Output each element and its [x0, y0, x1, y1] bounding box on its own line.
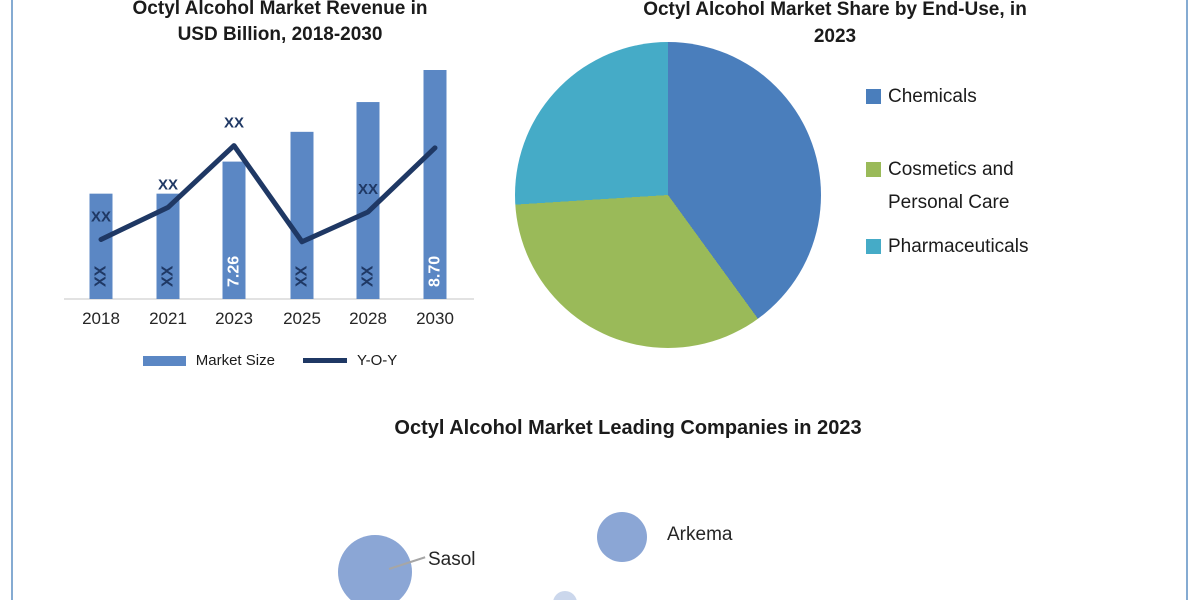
bar-2030 [423, 70, 447, 299]
frame-left-border [11, 0, 13, 600]
share-chart-title-line1: Octyl Alcohol Market Share by End-Use, i… [643, 0, 1027, 20]
revenue-chart-title: Octyl Alcohol Market Revenue in USD Bill… [70, 0, 490, 48]
bar-2021 [156, 193, 180, 299]
companies-section-title: Octyl Alcohol Market Leading Companies i… [394, 417, 862, 439]
legend-swatch-chemicals [866, 89, 881, 104]
bar-value-label-2030: 8.70 [427, 256, 444, 287]
bar-2028 [356, 102, 380, 299]
bar-2018 [89, 193, 113, 299]
legend-swatch-pharmaceuticals [866, 239, 881, 254]
revenue-chart-legend: Market Size Y-O-Y [60, 352, 480, 369]
share-chart-title: Octyl Alcohol Market Share by End-Use, i… [515, 0, 1155, 50]
yoy-legend-label: Y-O-Y [356, 352, 398, 369]
bar-value-label-2023: 7.26 [226, 256, 243, 287]
yoy-point-label-2023: XX [224, 115, 244, 132]
share-chart-title-line2: 2023 [813, 26, 857, 47]
legend-label-cosmetics-and-personal-care: Cosmetics and Personal Care [888, 159, 1014, 213]
yoy-point-label-2018: XX [91, 208, 111, 225]
bubble-arkema [597, 512, 647, 562]
legend-label-pharmaceuticals: Pharmaceuticals [888, 236, 1029, 257]
x-axis-label-2030: 2030 [416, 309, 454, 328]
yoy-line [98, 143, 438, 245]
x-axis-label-2025: 2025 [283, 309, 321, 328]
bar-value-label-2025: XX [294, 265, 311, 287]
legend-item-cosmetics-and-personal-care: Cosmetics and Personal Care [866, 153, 1068, 219]
yoy-point-label-2021: XX [158, 176, 178, 193]
x-axis-label-2028: 2028 [349, 309, 387, 328]
bar-value-label-2018: XX [93, 265, 110, 287]
yoy-line-swatch [302, 358, 347, 363]
x-axis-label-2021: 2021 [149, 309, 187, 328]
revenue-chart-panel: Octyl Alcohol Market Revenue in USD Bill… [60, 0, 480, 400]
bubble-sasol [338, 535, 412, 600]
x-axis-label-2023: 2023 [215, 309, 253, 328]
revenue-chart-x-axis: 2018 2021 2023 2025 2028 2030 [60, 309, 480, 333]
bubble-partial [553, 591, 577, 600]
bar-value-label-2028: XX [360, 265, 377, 287]
market-size-swatch [142, 355, 186, 366]
bar-2025 [290, 131, 314, 299]
legend-label-chemicals: Chemicals [888, 86, 977, 107]
revenue-chart-plot: XX XX 7.26 XX XX 8.70 XX XX XX XX [64, 70, 474, 300]
bar-2023 [222, 161, 246, 299]
legend-item-chemicals: Chemicals [866, 80, 977, 113]
x-axis-label-2018: 2018 [82, 309, 120, 328]
revenue-chart-title-line1: Octyl Alcohol Market Revenue in [132, 0, 428, 19]
market-size-legend-label: Market Size [195, 352, 275, 369]
legend-item-pharmaceuticals: Pharmaceuticals [866, 230, 1028, 263]
pie-chart [515, 42, 821, 348]
share-chart-panel: Octyl Alcohol Market Share by End-Use, i… [500, 0, 1190, 400]
bar-value-label-2021: XX [160, 265, 177, 287]
revenue-chart-title-line2: USD Billion, 2018-2030 [177, 24, 383, 45]
bubble-label-sasol: Sasol [428, 549, 476, 570]
yoy-point-label-2028: XX [358, 181, 378, 198]
frame-right-border [1186, 0, 1188, 600]
bubble-label-arkema: Arkema [667, 524, 733, 545]
legend-swatch-cosmetics-and-personal-care [866, 162, 881, 177]
